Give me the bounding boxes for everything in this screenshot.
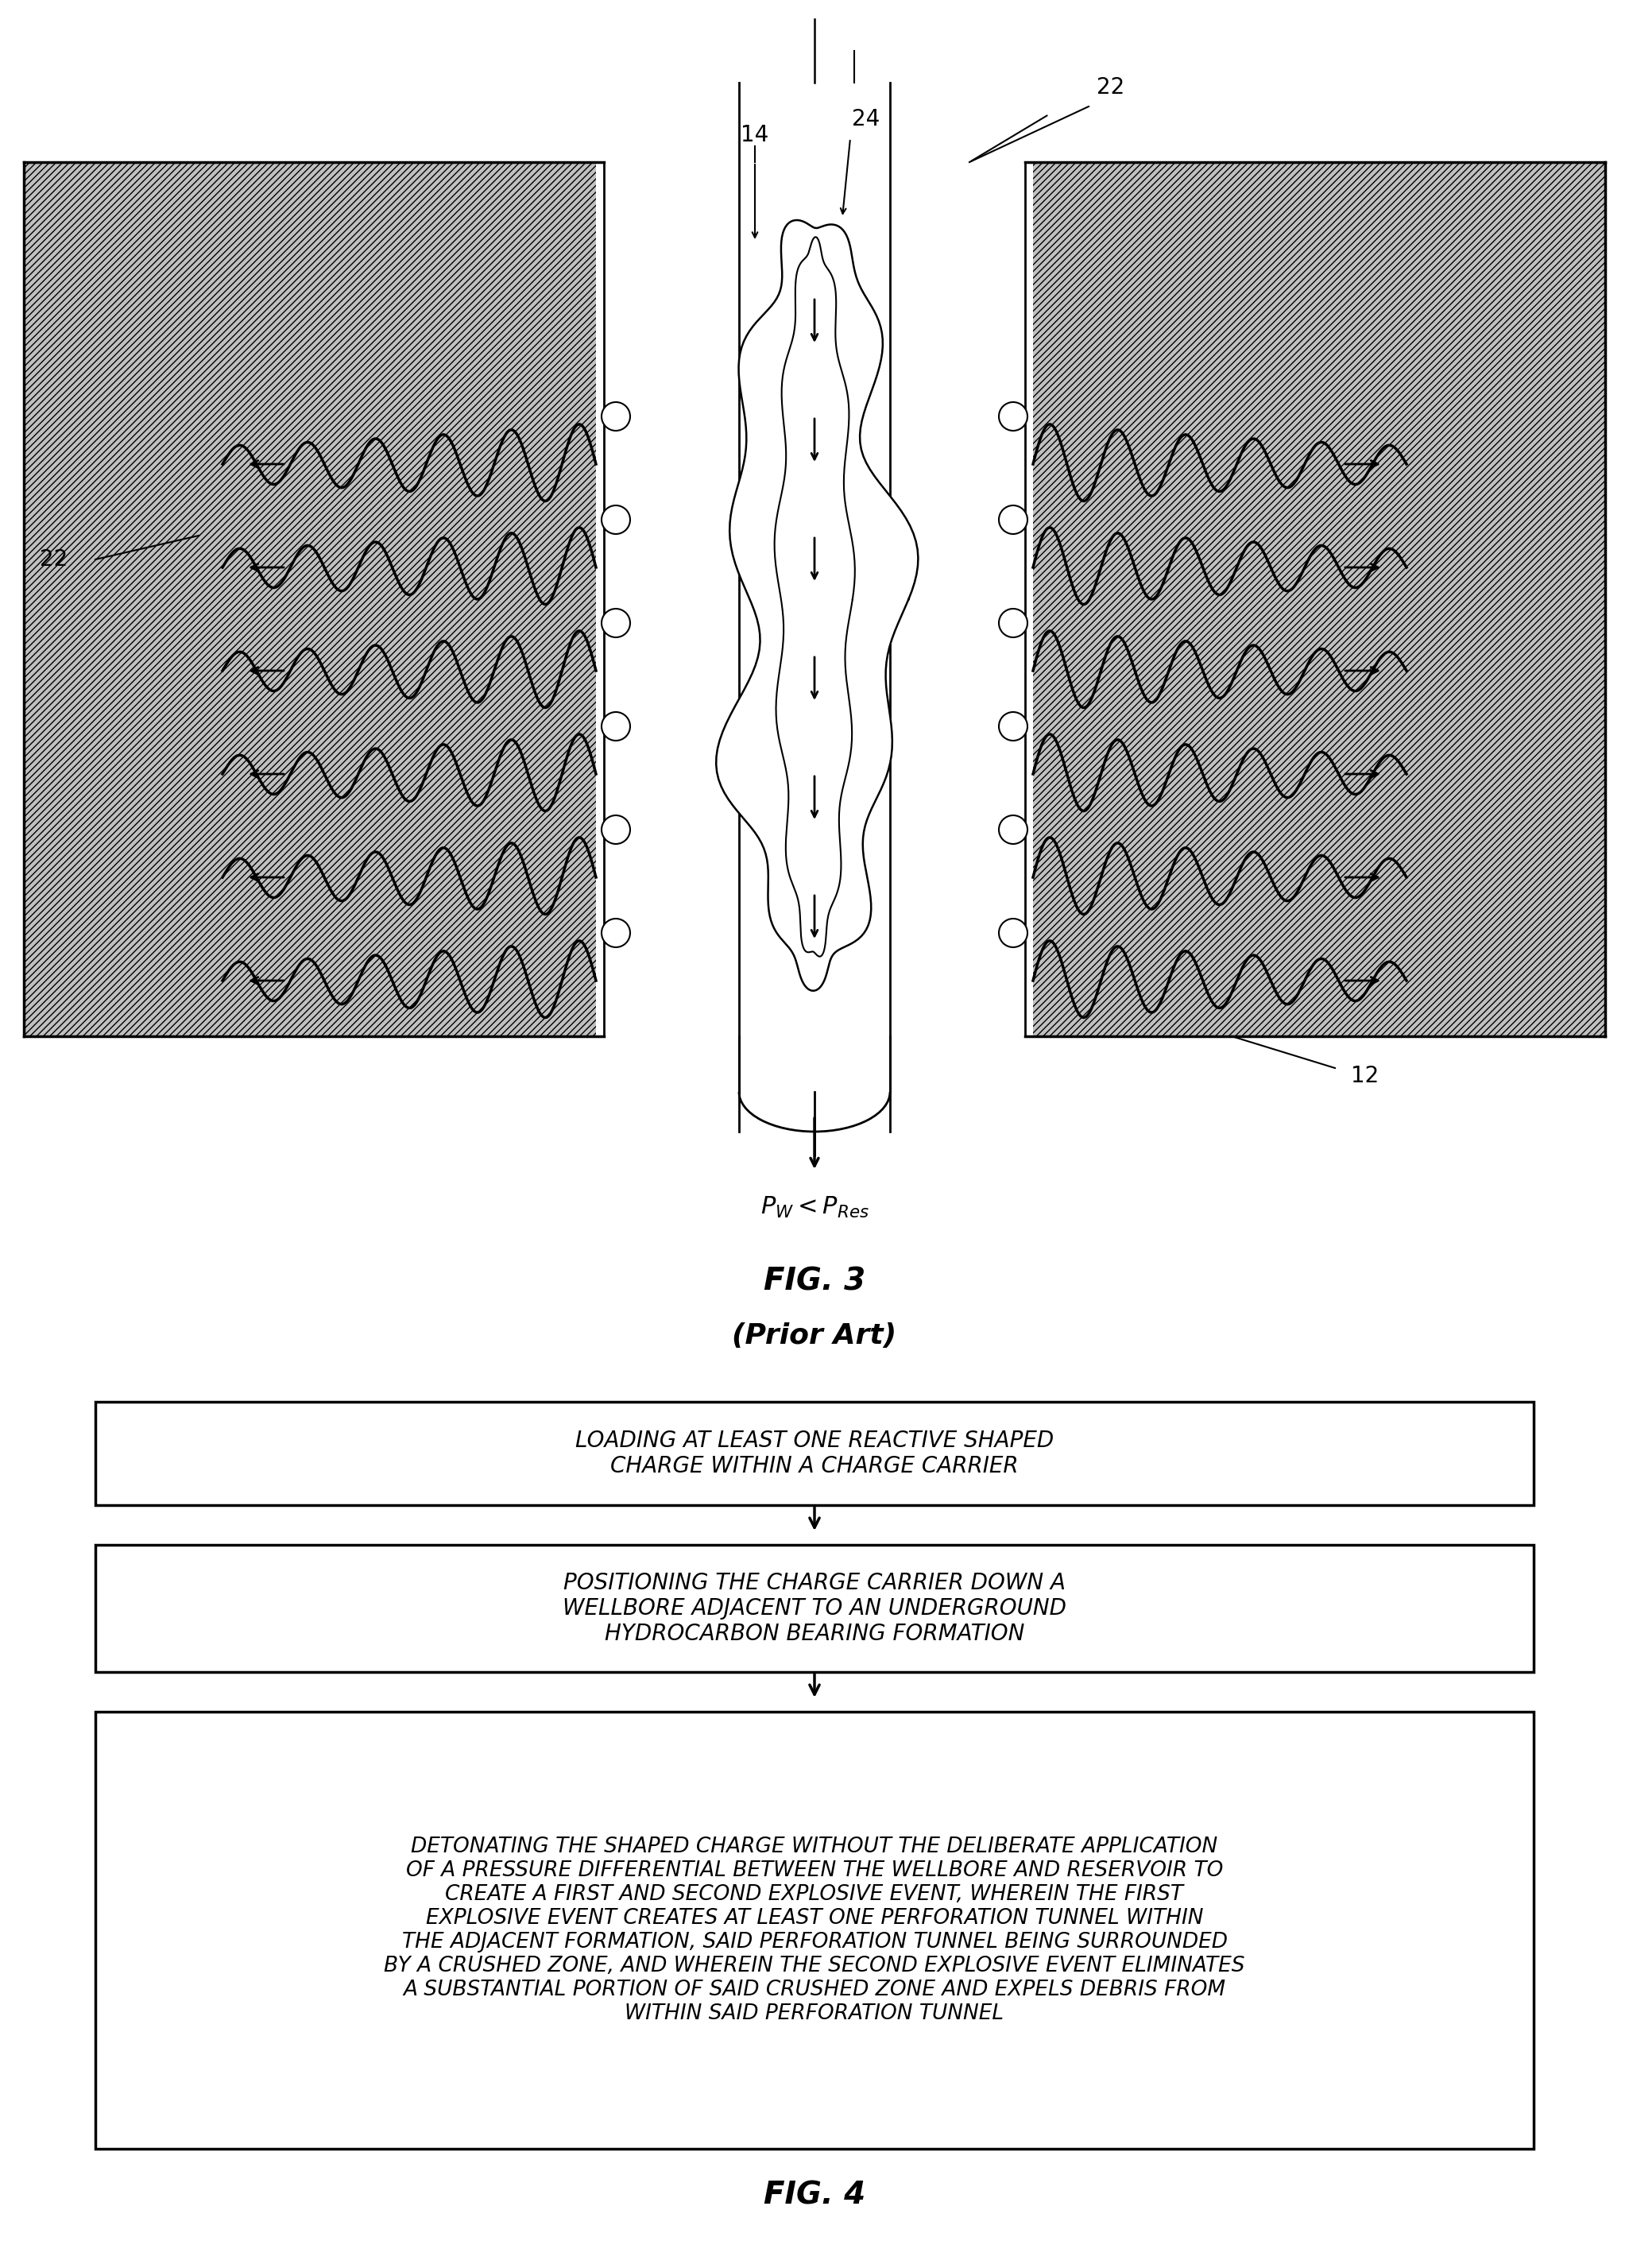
Text: LOADING AT LEAST ONE REACTIVE SHAPED
CHARGE WITHIN A CHARGE CARRIER: LOADING AT LEAST ONE REACTIVE SHAPED CHA… <box>575 1429 1054 1476</box>
Text: DETONATING THE SHAPED CHARGE WITHOUT THE DELIBERATE APPLICATION
OF A PRESSURE DI: DETONATING THE SHAPED CHARGE WITHOUT THE… <box>384 1837 1245 2023</box>
Text: 22: 22 <box>39 549 68 572</box>
Polygon shape <box>774 238 855 957</box>
Bar <box>96 1545 1533 1672</box>
Circle shape <box>999 401 1028 431</box>
Circle shape <box>999 919 1028 948</box>
Text: (Prior Art): (Prior Art) <box>731 1322 898 1349</box>
Circle shape <box>601 608 630 637</box>
Circle shape <box>601 401 630 431</box>
Text: FIG. 3: FIG. 3 <box>764 1268 865 1297</box>
Circle shape <box>999 712 1028 742</box>
Text: 12: 12 <box>1350 1066 1378 1086</box>
Circle shape <box>999 608 1028 637</box>
Text: FIG. 4: FIG. 4 <box>764 2180 865 2211</box>
Bar <box>596 122 1033 1075</box>
Text: $P_W < P_{Res}$: $P_W < P_{Res}$ <box>761 1195 868 1220</box>
Text: 22: 22 <box>1096 77 1124 98</box>
Circle shape <box>601 506 630 533</box>
Text: 14: 14 <box>741 125 769 145</box>
Circle shape <box>601 814 630 844</box>
Polygon shape <box>717 220 919 991</box>
Circle shape <box>601 919 630 948</box>
Text: 24: 24 <box>852 109 880 129</box>
Circle shape <box>999 506 1028 533</box>
Circle shape <box>601 712 630 742</box>
Circle shape <box>999 814 1028 844</box>
Bar <box>96 1712 1533 2148</box>
Bar <box>740 82 889 1091</box>
Bar <box>96 1402 1533 1506</box>
Text: POSITIONING THE CHARGE CARRIER DOWN A
WELLBORE ADJACENT TO AN UNDERGROUND
HYDROC: POSITIONING THE CHARGE CARRIER DOWN A WE… <box>562 1572 1067 1644</box>
Polygon shape <box>24 161 604 1036</box>
Polygon shape <box>1025 161 1605 1036</box>
